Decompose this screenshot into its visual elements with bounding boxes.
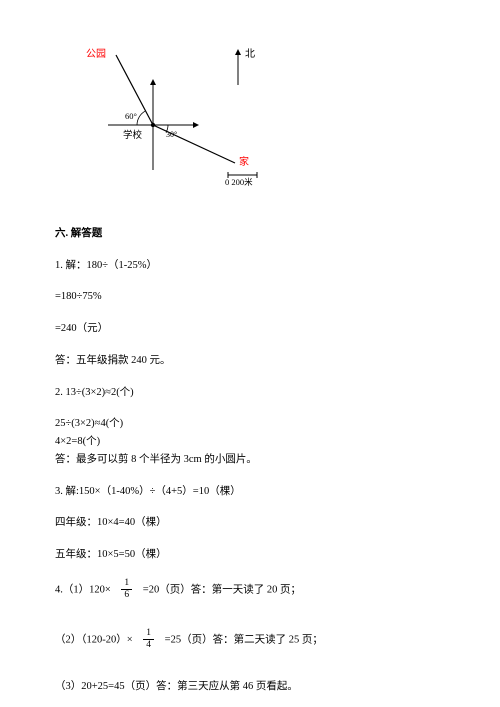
svg-text:60°: 60° bbox=[125, 111, 137, 121]
q4-p2-text-a: （2）（120-20）× bbox=[55, 634, 133, 645]
q2-line3: 4×2=8(个) bbox=[55, 434, 445, 450]
fraction-1-6: 1 6 bbox=[121, 579, 132, 601]
direction-diagram: 公园 北 60° 30° 学校家 0 200米 bbox=[63, 40, 445, 196]
q2-line1: 2. 13÷(3×2)≈2(个) bbox=[55, 385, 445, 401]
frac-num: 1 bbox=[121, 579, 132, 590]
q3-line2: 四年级：10×4=40（棵） bbox=[55, 515, 445, 531]
q1-line3: =240（元） bbox=[55, 321, 445, 337]
svg-text:0 200米: 0 200米 bbox=[225, 177, 253, 187]
svg-text:学校: 学校 bbox=[123, 129, 143, 141]
q1-line1: 1. 解：180÷（1-25%） bbox=[55, 258, 445, 274]
q1-answer: 答：五年级捐款 240 元。 bbox=[55, 353, 445, 369]
svg-text:公园: 公园 bbox=[86, 48, 106, 60]
q3-line3: 五年级：10×5=50（棵） bbox=[55, 547, 445, 563]
q4-p1-text-a: 4.（1）120× bbox=[55, 584, 111, 595]
q4-part1: 4.（1）120× 1 6 =20（页）答：第一天读了 20 页； bbox=[55, 579, 445, 601]
section-title: 六. 解答题 bbox=[55, 226, 445, 242]
frac-num: 1 bbox=[143, 629, 154, 640]
q1-line2: =180÷75% bbox=[55, 289, 445, 305]
svg-text:家: 家 bbox=[239, 155, 249, 168]
q4-p2-text-b: =25（页）答：第二天读了 25 页； bbox=[165, 634, 323, 645]
svg-text:北: 北 bbox=[245, 48, 255, 60]
fraction-1-4: 1 4 bbox=[143, 629, 154, 651]
frac-den: 6 bbox=[121, 589, 132, 601]
q2-answer: 答：最多可以剪 8 个半径为 3cm 的小圆片。 bbox=[55, 452, 445, 468]
q2-line2: 25÷(3×2)≈4(个) bbox=[55, 416, 445, 432]
q4-p1-text-b: =20（页）答：第一天读了 20 页； bbox=[143, 584, 301, 595]
q4-part2: （2）（120-20）× 1 4 =25（页）答：第二天读了 25 页； bbox=[55, 629, 445, 651]
svg-text:30°: 30° bbox=[166, 130, 177, 139]
diagram-svg: 公园 北 60° 30° 学校家 0 200米 bbox=[63, 40, 273, 190]
q4-part3: （3）20+25=45（页）答：第三天应从第 46 页看起。 bbox=[55, 679, 445, 695]
q3-line1: 3. 解:150×（1-40%）÷（4+5）=10（棵） bbox=[55, 484, 445, 500]
frac-den: 4 bbox=[143, 639, 154, 651]
